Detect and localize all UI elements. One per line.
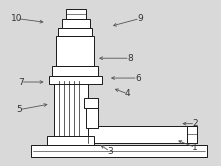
Bar bbox=[86, 108, 98, 128]
Text: 10: 10 bbox=[11, 14, 23, 23]
Bar bbox=[84, 98, 98, 108]
Bar bbox=[49, 76, 102, 84]
Bar bbox=[47, 136, 94, 145]
Bar bbox=[31, 145, 207, 157]
Text: 7: 7 bbox=[18, 78, 24, 86]
Text: 8: 8 bbox=[127, 54, 133, 63]
Text: 1: 1 bbox=[192, 143, 198, 152]
Bar bbox=[58, 28, 92, 36]
Bar bbox=[187, 126, 197, 143]
Bar bbox=[86, 126, 197, 143]
Bar bbox=[66, 9, 86, 19]
Bar bbox=[53, 66, 98, 76]
Text: 3: 3 bbox=[107, 147, 113, 156]
Text: 5: 5 bbox=[16, 105, 22, 114]
Text: 9: 9 bbox=[137, 14, 143, 23]
Bar bbox=[62, 19, 90, 28]
Text: 2: 2 bbox=[192, 119, 198, 128]
Text: 6: 6 bbox=[135, 74, 141, 83]
Bar bbox=[56, 36, 94, 66]
Bar bbox=[54, 66, 88, 136]
Text: 4: 4 bbox=[125, 89, 131, 98]
